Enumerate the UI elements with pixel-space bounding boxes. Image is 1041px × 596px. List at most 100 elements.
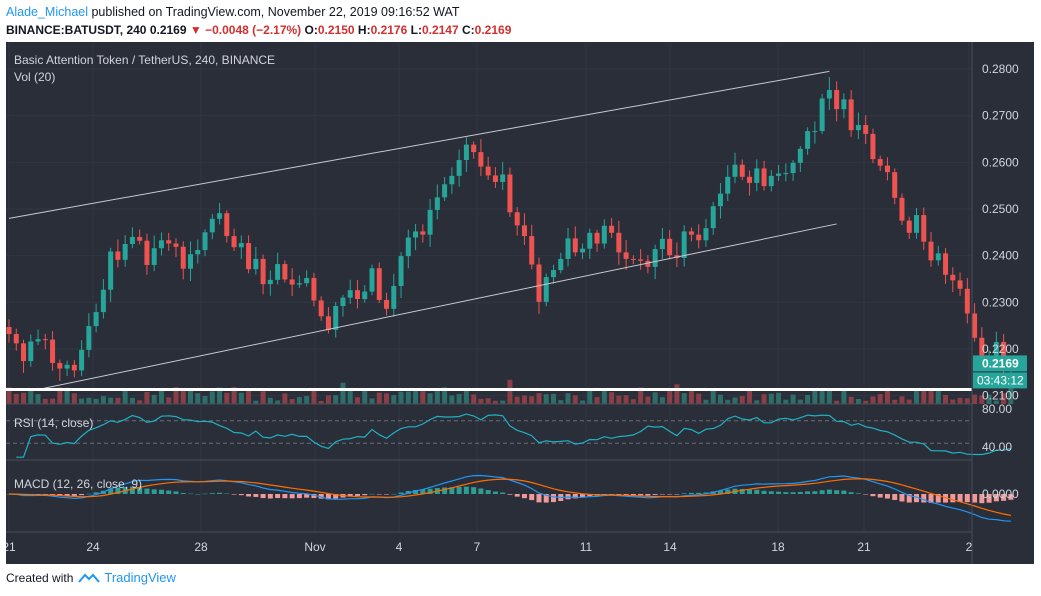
macd-histogram-bar [514,494,520,497]
candle [304,270,310,287]
macd-histogram-bar [819,490,825,494]
tradingview-link[interactable]: TradingView [104,570,176,585]
candle [333,302,339,338]
macd-histogram-bar [209,493,215,494]
candle [347,279,353,304]
macd-histogram-bar [957,494,963,502]
macd-histogram-bar [899,494,905,502]
macd-histogram-bar [739,488,745,494]
volume-bar [688,389,694,404]
macd-histogram-bar [304,494,310,498]
volume-bar [340,382,346,404]
price-change: −0.0048 (−2.17%) [205,23,302,37]
candle [354,280,360,309]
candle [826,77,832,110]
candle [754,159,760,192]
volume-bar [362,388,368,404]
candle [703,219,709,248]
volume-bar [289,398,295,404]
macd-histogram-bar [855,493,861,494]
candle [115,239,121,268]
volume-bar [790,394,796,404]
volume-bar [536,393,542,404]
macd-histogram-bar [478,488,484,494]
candle [587,228,593,259]
macd-histogram-bar [391,493,397,495]
volume-bar [928,390,934,404]
volume-bar [717,394,723,404]
macd-histogram-bar [376,494,382,495]
author-link[interactable]: Alade_Michael [6,5,88,19]
volume-bar [282,393,288,404]
candle [935,245,941,266]
candle [841,93,847,119]
candle [79,340,85,377]
candle [267,270,273,296]
volume-bar [434,389,440,404]
macd-histogram-bar [623,494,629,495]
candle [86,313,92,358]
volume-bar [21,392,27,404]
volume-bar [739,396,745,404]
candle [667,230,673,260]
macd-histogram-bar [928,494,934,503]
volume-bar [333,395,339,404]
candle [580,243,586,260]
macd-histogram-bar [413,489,419,494]
macd-histogram-bar [362,494,368,496]
candle [870,128,876,164]
candle [877,155,883,172]
volume-bar [841,388,847,404]
macd-histogram-bar [529,494,535,501]
macd-histogram-bar [979,494,985,504]
macd-histogram-bar [696,492,702,494]
volume-bar [914,389,919,404]
chart-area[interactable]: Basic Attention Token / TetherUS, 240, B… [2,42,1034,564]
volume-bar [413,388,419,404]
volume-bar [558,400,564,404]
macd-histogram-bar [463,486,469,494]
volume-bar [543,394,549,404]
candle [551,264,556,285]
created-with: Created with [6,570,74,585]
candle [696,224,702,249]
volume-bar [957,397,963,404]
close-value: 0.2169 [474,23,512,37]
volume-bar [463,390,469,404]
candle [362,285,368,303]
volume-bar [826,390,832,404]
candle [478,139,484,177]
candle [681,225,687,267]
x-tick-label: 4 [396,540,403,554]
symbol-line: BINANCE:BATUSDT, 240 0.2169 ▼ −0.0048 (−… [6,23,511,37]
candle [180,241,186,280]
volume-bar [659,397,665,404]
volume-bar [623,395,629,404]
volume-bar [122,390,128,404]
volume-bar [1008,382,1014,404]
candle [28,334,34,367]
candle [21,339,27,373]
volume-bar [64,387,70,404]
price-chart[interactable]: Basic Attention Token / TetherUS, 240, B… [2,42,1034,564]
x-tick-label: 28 [194,540,208,554]
candle [202,229,208,257]
footer: Created with TradingView [6,570,176,585]
candle [376,262,382,304]
volume-bar [224,392,230,404]
volume-bar [391,395,397,404]
volume-bar [884,387,890,404]
volume-bar [972,394,978,404]
candle [783,163,789,182]
candle [521,213,527,246]
volume-bar [935,390,941,404]
volume-bar [427,393,433,404]
volume-bar [129,397,135,404]
candle [238,235,244,260]
volume-bar [587,389,593,404]
candle [543,273,549,307]
macd-histogram-bar [572,494,578,499]
macd-histogram-bar [71,494,77,496]
candle [151,235,157,272]
volume-bar [609,392,615,404]
